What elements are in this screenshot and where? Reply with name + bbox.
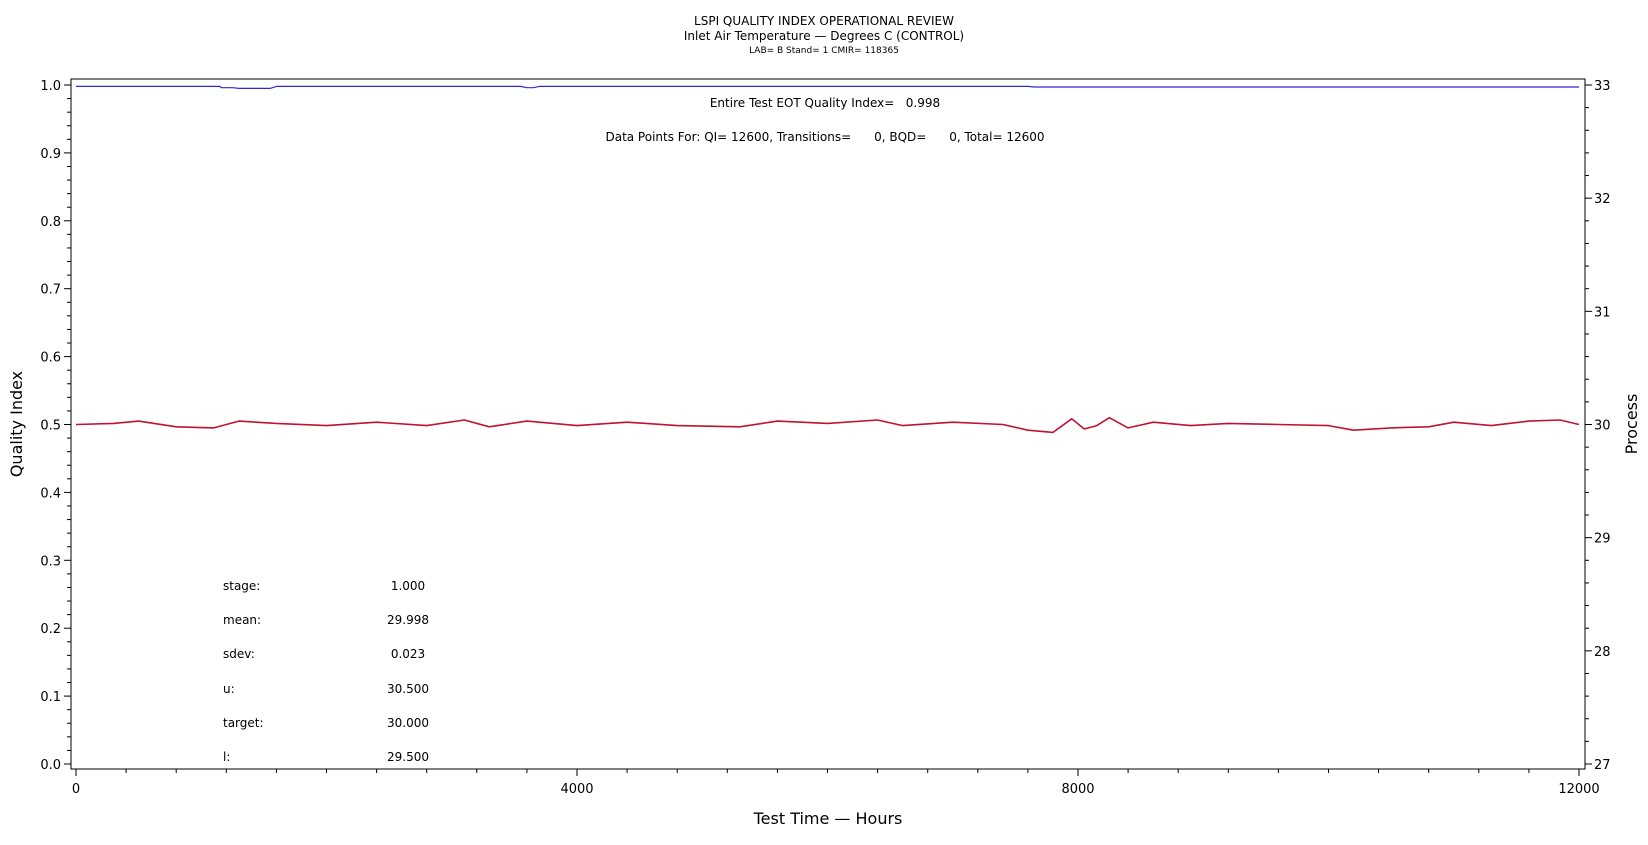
y-right-tick-label: 27 [1594,758,1611,773]
y-right-tick-label: 30 [1594,419,1611,434]
y-left-tick-label: 0.0 [40,758,61,773]
y-right-tick-label: 33 [1594,79,1611,94]
stat-value: 29.998 [387,613,429,627]
stat-value: 0.023 [391,647,425,661]
stat-label: l: [223,750,230,764]
stat-label: mean: [223,613,261,627]
y-left-tick-label: 0.3 [40,554,61,569]
y-left-tick-label: 1.0 [40,79,61,94]
x-axis-label: Test Time — Hours [753,809,903,828]
x-axis-ticks: 0 4000 8000 12000 [72,769,1600,797]
x-tick-label: 4000 [560,782,593,797]
stat-value: 30.500 [387,682,429,696]
data-points-annotation: Data Points For: QI= 12600, Transitions=… [605,130,1044,144]
y-left-tick-label: 0.8 [40,215,61,230]
chart-subtitle-2: LAB= B Stand= 1 CMIR= 118365 [749,46,899,56]
y-left-tick-label: 0.7 [40,283,61,298]
y-left-tick-label: 0.1 [40,690,61,705]
y-right-tick-label: 29 [1594,532,1611,547]
x-tick-label: 0 [72,782,80,797]
series-group [75,85,1580,434]
stat-label: target: [223,716,264,730]
stat-value: 1.000 [391,579,425,593]
quality-index-series-line [76,85,1579,90]
process-series-line [75,416,1580,434]
y-left-axis-ticks: 0.0 0.1 0.2 0.3 0.4 0.5 0.6 0.7 0.8 0.9 1.0 [40,79,71,773]
y-left-tick-label: 0.5 [40,419,61,434]
y-left-tick-label: 0.6 [40,351,61,366]
x-tick-label: 8000 [1061,782,1094,797]
y-left-axis-label: Quality Index [7,371,26,477]
y-right-tick-label: 32 [1594,192,1611,207]
y-right-axis-label: Process [1622,394,1641,455]
chart-subtitle: Inlet Air Temperature — Degrees C (CONTR… [684,29,964,43]
y-right-axis-ticks: 27 28 29 30 31 32 33 [1585,79,1611,773]
y-left-tick-label: 0.9 [40,147,61,162]
y-right-tick-label: 28 [1594,645,1611,660]
stat-label: stage: [223,579,260,593]
x-tick-label: 12000 [1558,782,1599,797]
y-left-tick-label: 0.4 [40,486,61,501]
chart-title: LSPI QUALITY INDEX OPERATIONAL REVIEW [694,14,954,28]
y-left-tick-label: 0.2 [40,622,61,637]
stat-label: sdev: [223,647,255,661]
stats-block: stage: 1.000 mean: 29.998 sdev: 0.023 u: 30.500… [223,579,429,764]
stat-value: 30.000 [387,716,429,730]
y-right-tick-label: 31 [1594,305,1611,320]
eot-quality-index-annotation: Entire Test EOT Quality Index= 0.998 [710,96,940,110]
stat-label: u: [223,682,235,696]
stat-value: 29.500 [387,750,429,764]
